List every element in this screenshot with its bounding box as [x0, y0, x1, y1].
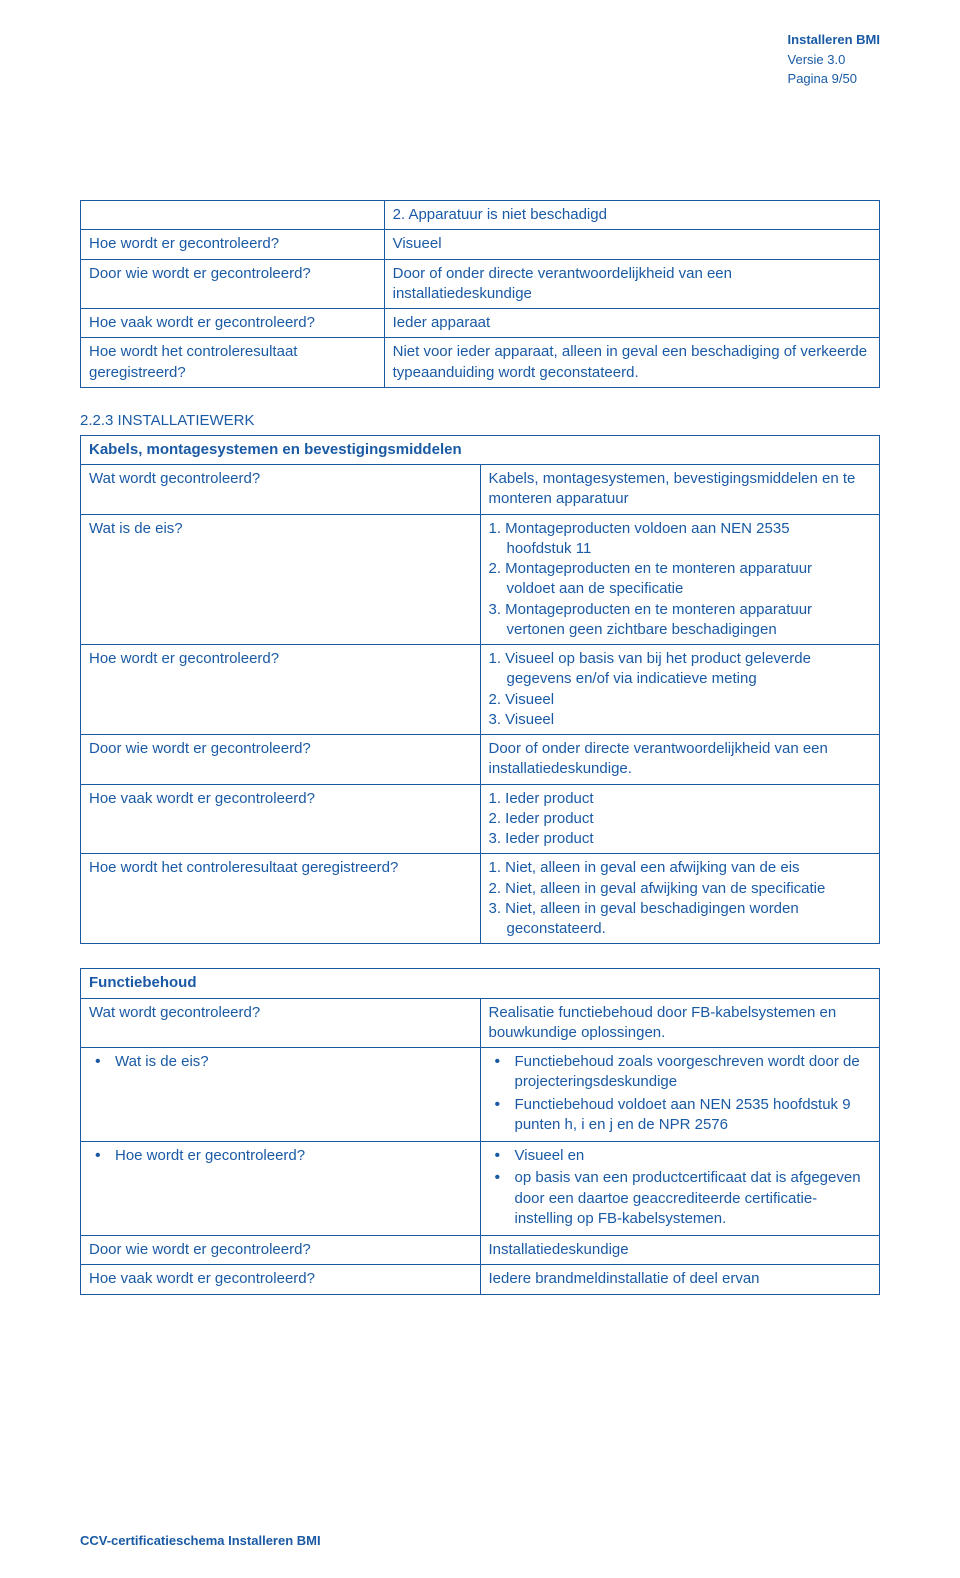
list-item: Visueel en: [511, 1146, 872, 1166]
cell-right: Iedere brandmeldinstallatie of deel erva…: [480, 1265, 880, 1294]
cell-right: Door of onder directe verantwoordelijkhe…: [480, 735, 880, 785]
section-223-heading: 2.2.3 INSTALLATIEWERK: [80, 412, 880, 429]
cell-right: 1. Niet, alleen in geval een afwijking v…: [480, 854, 880, 944]
table-3: FunctiebehoudWat wordt gecontroleerd?Rea…: [80, 968, 880, 1294]
cell-left: Wat wordt gecontroleerd?: [81, 465, 481, 515]
cell-right: 1. Ieder product2. Ieder product3. Ieder…: [480, 784, 880, 854]
cell-left: Hoe vaak wordt er gecontroleerd?: [81, 1265, 481, 1294]
table-row: Wat wordt gecontroleerd?Realisatie funct…: [81, 998, 880, 1048]
cell-left: [81, 201, 385, 230]
table-1: 2. Apparatuur is niet beschadigdHoe word…: [80, 200, 880, 388]
cell-right: 2. Apparatuur is niet beschadigd: [384, 201, 879, 230]
header-title: Installeren BMI: [788, 30, 880, 50]
list-item: Wat is de eis?: [111, 1052, 472, 1072]
page-header: Installeren BMI Versie 3.0 Pagina 9/50: [788, 30, 880, 89]
cell-right: 1. Visueel op basis van bij het product …: [480, 645, 880, 735]
table-row: Hoe wordt het controleresultaat geregist…: [81, 854, 880, 944]
cell-left: Hoe vaak wordt er gecontroleerd?: [81, 309, 385, 338]
cell-right: 1. Montageproducten voldoen aan NEN 2535…: [480, 514, 880, 645]
cell-right: Visueel enop basis van een productcertif…: [480, 1142, 880, 1236]
table-row: Door wie wordt er gecontroleerd?Door of …: [81, 735, 880, 785]
cell-left: Door wie wordt er gecontroleerd?: [81, 259, 385, 309]
table-row: Hoe vaak wordt er gecontroleerd?1. Ieder…: [81, 784, 880, 854]
table-title: Functiebehoud: [81, 969, 880, 998]
cell-left: Door wie wordt er gecontroleerd?: [81, 735, 481, 785]
table-row: Hoe wordt er gecontroleerd?Visueel: [81, 230, 880, 259]
header-pagina: Pagina 9/50: [788, 69, 880, 89]
cell-right: Ieder apparaat: [384, 309, 879, 338]
cell-right: Visueel: [384, 230, 879, 259]
table-title: Kabels, montagesystemen en bevestigingsm…: [81, 435, 880, 464]
cell-left: Hoe wordt er gecontroleerd?: [81, 645, 481, 735]
list-item: Hoe wordt er gecontroleerd?: [111, 1146, 472, 1166]
cell-left: Hoe vaak wordt er gecontroleerd?: [81, 784, 481, 854]
table-row: Hoe wordt het controleresultaat geregist…: [81, 338, 880, 388]
cell-right: Realisatie functiebehoud door FB-kabelsy…: [480, 998, 880, 1048]
table-row: Wat is de eis?1. Montageproducten voldoe…: [81, 514, 880, 645]
table-row: Door wie wordt er gecontroleerd?Door of …: [81, 259, 880, 309]
cell-left: Door wie wordt er gecontroleerd?: [81, 1236, 481, 1265]
cell-left: Hoe wordt het controleresultaat geregist…: [81, 338, 385, 388]
cell-left: Hoe wordt er gecontroleerd?: [81, 230, 385, 259]
table-2: Kabels, montagesystemen en bevestigingsm…: [80, 435, 880, 945]
table-row: Hoe wordt er gecontroleerd?1. Visueel op…: [81, 645, 880, 735]
cell-left: Wat wordt gecontroleerd?: [81, 998, 481, 1048]
cell-left: Wat is de eis?: [81, 1048, 481, 1142]
header-version: Versie 3.0: [788, 50, 880, 70]
list-item: Functiebehoud zoals voorgeschreven wordt…: [511, 1052, 872, 1093]
list-item: Functiebehoud voldoet aan NEN 2535 hoofd…: [511, 1095, 872, 1136]
table-row: Wat is de eis? Functiebehoud zoals voorge…: [81, 1048, 880, 1142]
table-row: Hoe vaak wordt er gecontroleerd?Iedere b…: [81, 1265, 880, 1294]
page: Installeren BMI Versie 3.0 Pagina 9/50 2…: [0, 0, 960, 1578]
cell-left: Hoe wordt het controleresultaat geregist…: [81, 854, 481, 944]
cell-left: Wat is de eis?: [81, 514, 481, 645]
table-row: Hoe vaak wordt er gecontroleerd?Ieder ap…: [81, 309, 880, 338]
footer: CCV-certificatieschema Installeren BMI: [80, 1533, 321, 1548]
cell-right: Door of onder directe verantwoordelijkhe…: [384, 259, 879, 309]
content: 2. Apparatuur is niet beschadigdHoe word…: [80, 40, 880, 1295]
cell-right: Functiebehoud zoals voorgeschreven wordt…: [480, 1048, 880, 1142]
table-row: Hoe wordt er gecontroleerd? Visueel enop …: [81, 1142, 880, 1236]
table-row: Wat wordt gecontroleerd?Kabels, montages…: [81, 465, 880, 515]
table-title-row: Kabels, montagesystemen en bevestigingsm…: [81, 435, 880, 464]
cell-right: Kabels, montagesystemen, bevestigingsmid…: [480, 465, 880, 515]
table-title-row: Functiebehoud: [81, 969, 880, 998]
cell-right: Installatiedeskundige: [480, 1236, 880, 1265]
cell-left: Hoe wordt er gecontroleerd?: [81, 1142, 481, 1236]
cell-right: Niet voor ieder apparaat, alleen in geva…: [384, 338, 879, 388]
table-row: Door wie wordt er gecontroleerd?Installa…: [81, 1236, 880, 1265]
list-item: op basis van een productcertificaat dat …: [511, 1168, 872, 1229]
table-row: 2. Apparatuur is niet beschadigd: [81, 201, 880, 230]
